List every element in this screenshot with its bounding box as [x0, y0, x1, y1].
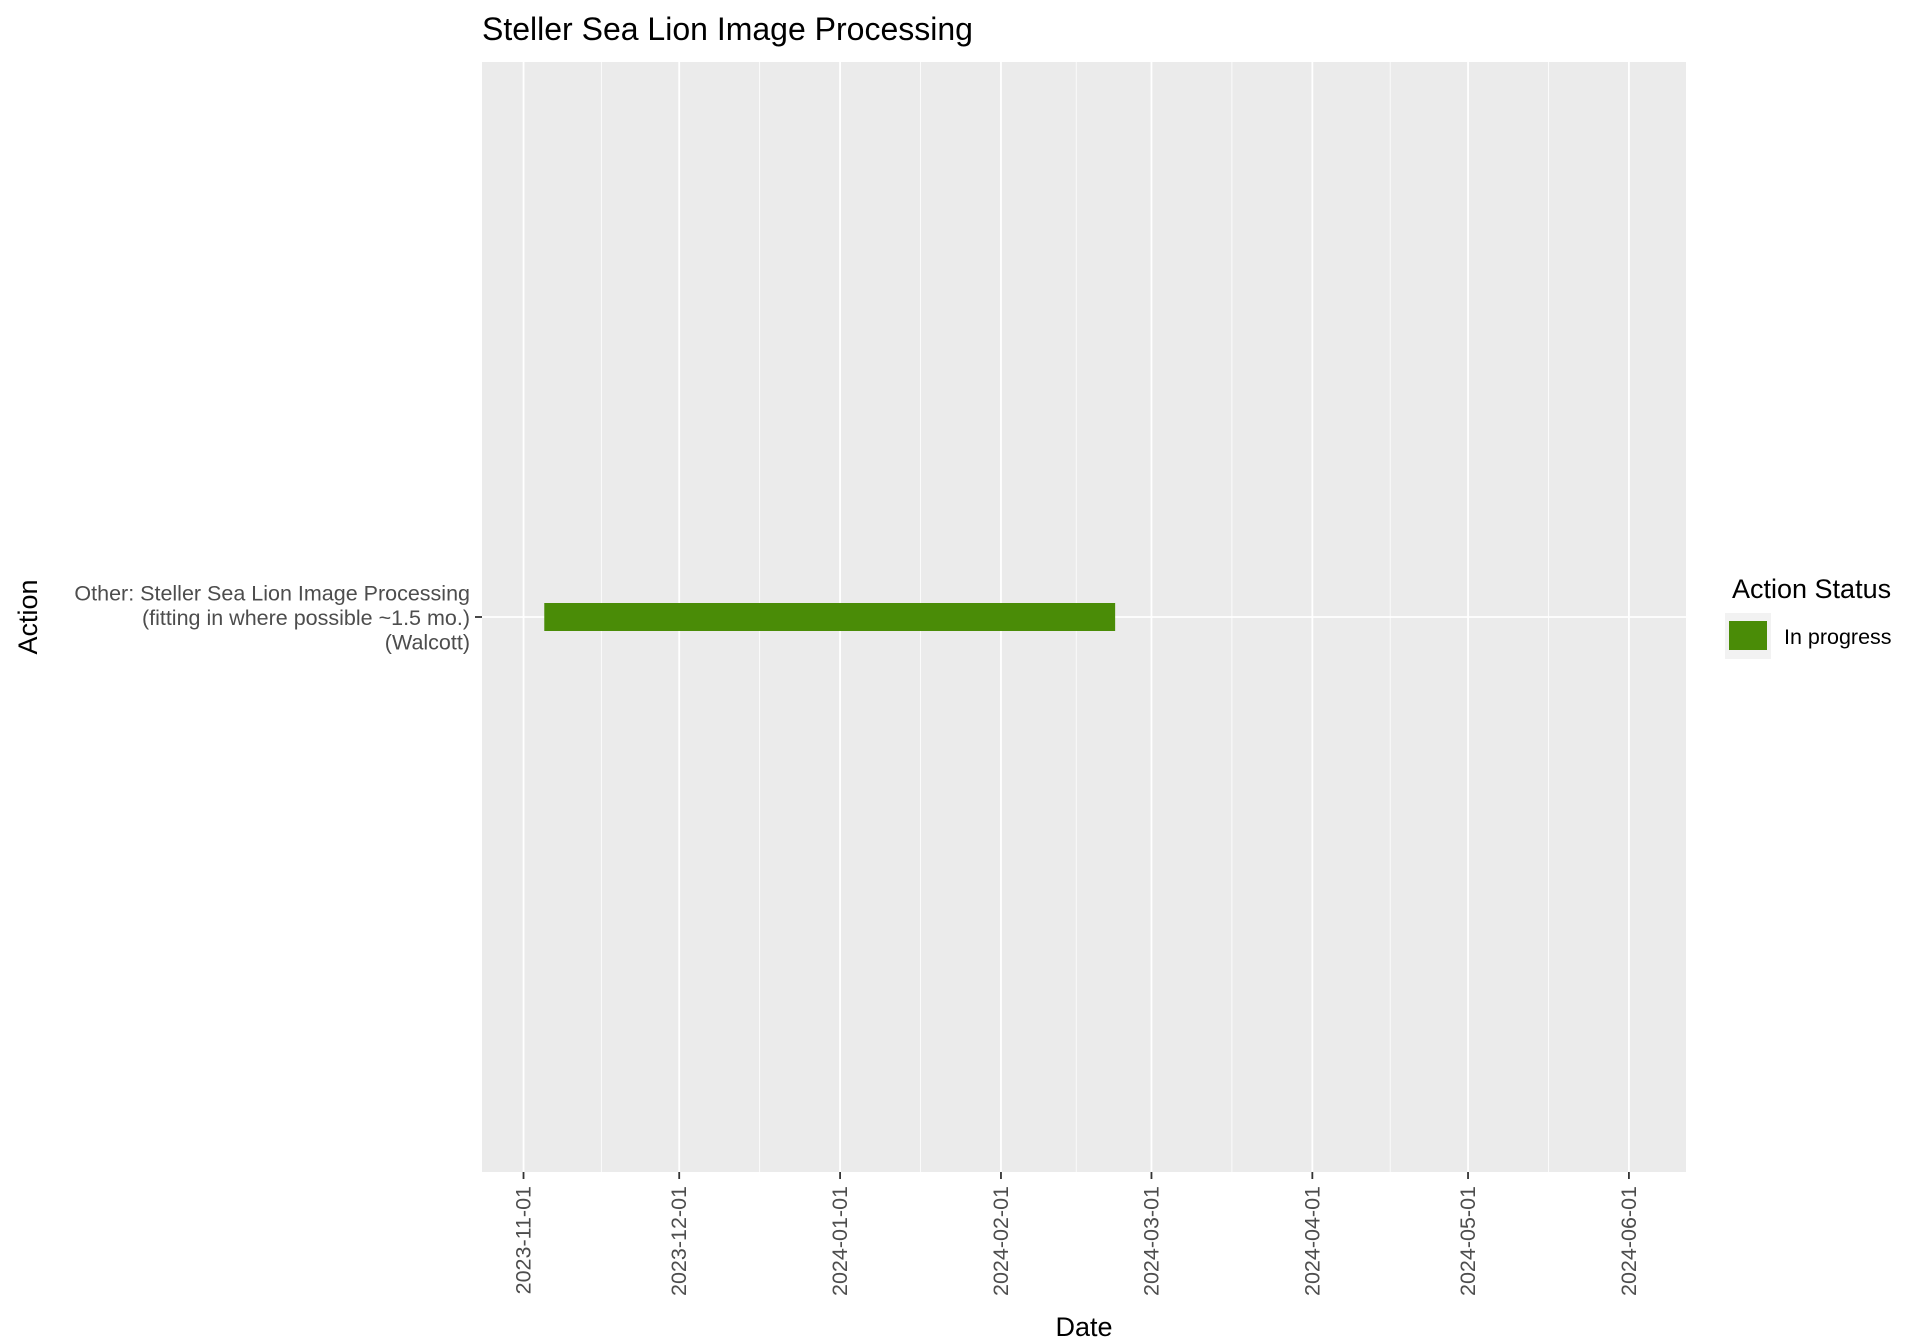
- bars: [544, 603, 1116, 631]
- x-tick-label: 2024-06-01: [1617, 1186, 1641, 1296]
- y-tick-label: Other: Steller Sea Lion Image Processing: [74, 582, 470, 606]
- x-tick-label: 2024-01-01: [828, 1186, 852, 1296]
- x-tick-label: 2024-03-01: [1139, 1186, 1163, 1296]
- legend: Action Status In progress: [1725, 574, 1892, 659]
- x-tick-label: 2023-11-01: [512, 1186, 536, 1294]
- gantt-bar: [544, 603, 1116, 631]
- legend-label: In progress: [1784, 625, 1892, 649]
- x-tick-label: 2024-05-01: [1456, 1186, 1480, 1296]
- chart-title: Steller Sea Lion Image Processing: [482, 11, 973, 47]
- x-axis-title: Date: [1055, 1312, 1112, 1342]
- y-tick-label: (fitting in where possible ~1.5 mo.): [142, 606, 470, 630]
- y-tick-label: (Walcott): [385, 631, 470, 655]
- x-tick-label: 2024-04-01: [1300, 1186, 1324, 1296]
- legend-items: In progress: [1725, 613, 1892, 659]
- x-axis: 2023-11-01 2023-12-01 2024-01-01 2024-02-01…: [512, 1172, 1641, 1296]
- legend-swatch: [1729, 621, 1767, 650]
- legend-title: Action Status: [1732, 574, 1891, 604]
- x-tick-label: 2024-02-01: [989, 1186, 1013, 1296]
- y-axis-title: Action: [13, 579, 43, 654]
- x-tick-label: 2023-12-01: [667, 1186, 691, 1296]
- y-axis: Other: Steller Sea Lion Image Processing…: [74, 582, 482, 655]
